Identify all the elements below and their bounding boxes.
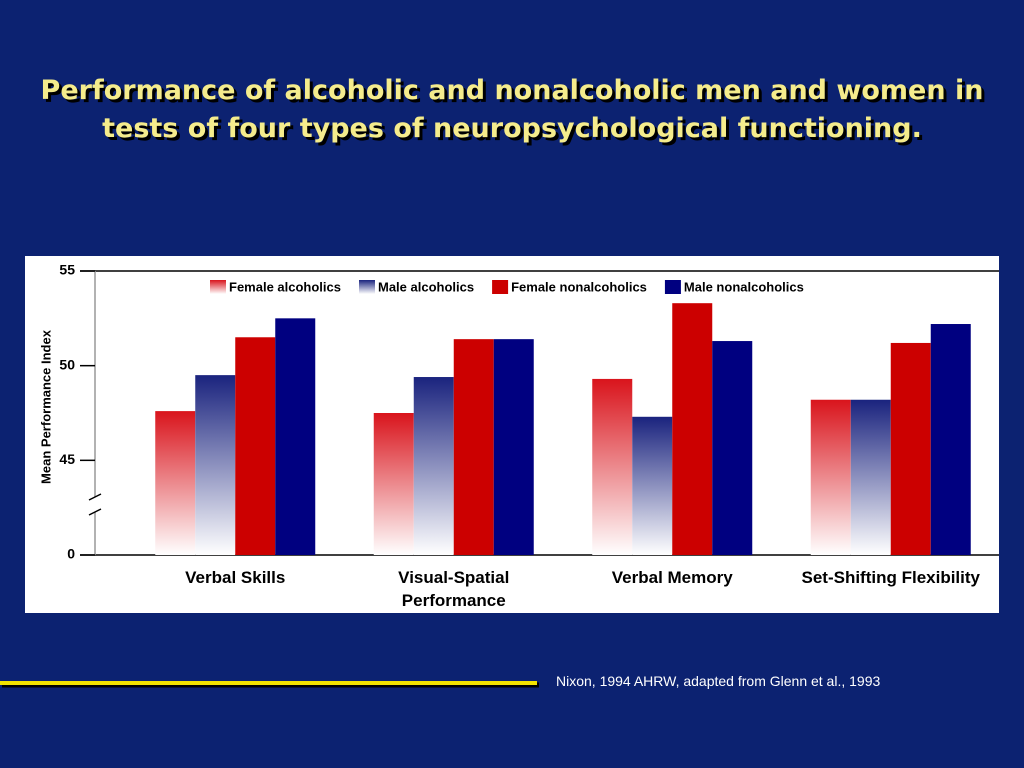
bar bbox=[453, 339, 494, 555]
legend-swatch bbox=[210, 280, 226, 294]
legend-label: Female alcoholics bbox=[229, 279, 341, 294]
slide-title: Performance of alcoholic and nonalcoholi… bbox=[40, 75, 984, 144]
x-tick-label: Set-Shifting Flexibility bbox=[801, 568, 980, 587]
legend-label: Male nonalcoholics bbox=[684, 279, 804, 294]
bar bbox=[493, 339, 534, 555]
bar bbox=[850, 399, 891, 555]
y-tick-label: 55 bbox=[59, 262, 75, 278]
legend-label: Male alcoholics bbox=[378, 279, 474, 294]
bar bbox=[155, 411, 196, 555]
x-tick-label: Verbal Skills bbox=[185, 568, 286, 587]
legend-swatch bbox=[664, 280, 681, 294]
bar bbox=[235, 337, 276, 555]
bar bbox=[930, 324, 971, 555]
bar bbox=[195, 375, 236, 555]
y-tick-label: 0 bbox=[67, 546, 75, 562]
bar bbox=[275, 318, 316, 555]
legend-swatch bbox=[359, 280, 375, 294]
y-tick-label: 50 bbox=[59, 356, 75, 372]
bar bbox=[632, 416, 673, 555]
axis-break bbox=[88, 493, 102, 516]
y-tick-label: 45 bbox=[59, 451, 75, 467]
legend-label: Female nonalcoholics bbox=[511, 279, 647, 294]
source-note: Nixon, 1994 AHRW, adapted from Glenn et … bbox=[556, 673, 881, 689]
y-axis-label: Mean Performance Index bbox=[38, 329, 53, 484]
legend-swatch bbox=[492, 280, 509, 294]
bar bbox=[672, 303, 713, 555]
x-tick-label: Verbal Memory bbox=[611, 568, 733, 587]
bar bbox=[373, 413, 414, 555]
bar bbox=[413, 377, 454, 555]
bar bbox=[810, 399, 851, 555]
x-tick-label: Visual-Spatial Performance bbox=[398, 568, 510, 610]
bar bbox=[712, 341, 753, 555]
bar bbox=[592, 378, 633, 555]
bar bbox=[890, 342, 931, 555]
